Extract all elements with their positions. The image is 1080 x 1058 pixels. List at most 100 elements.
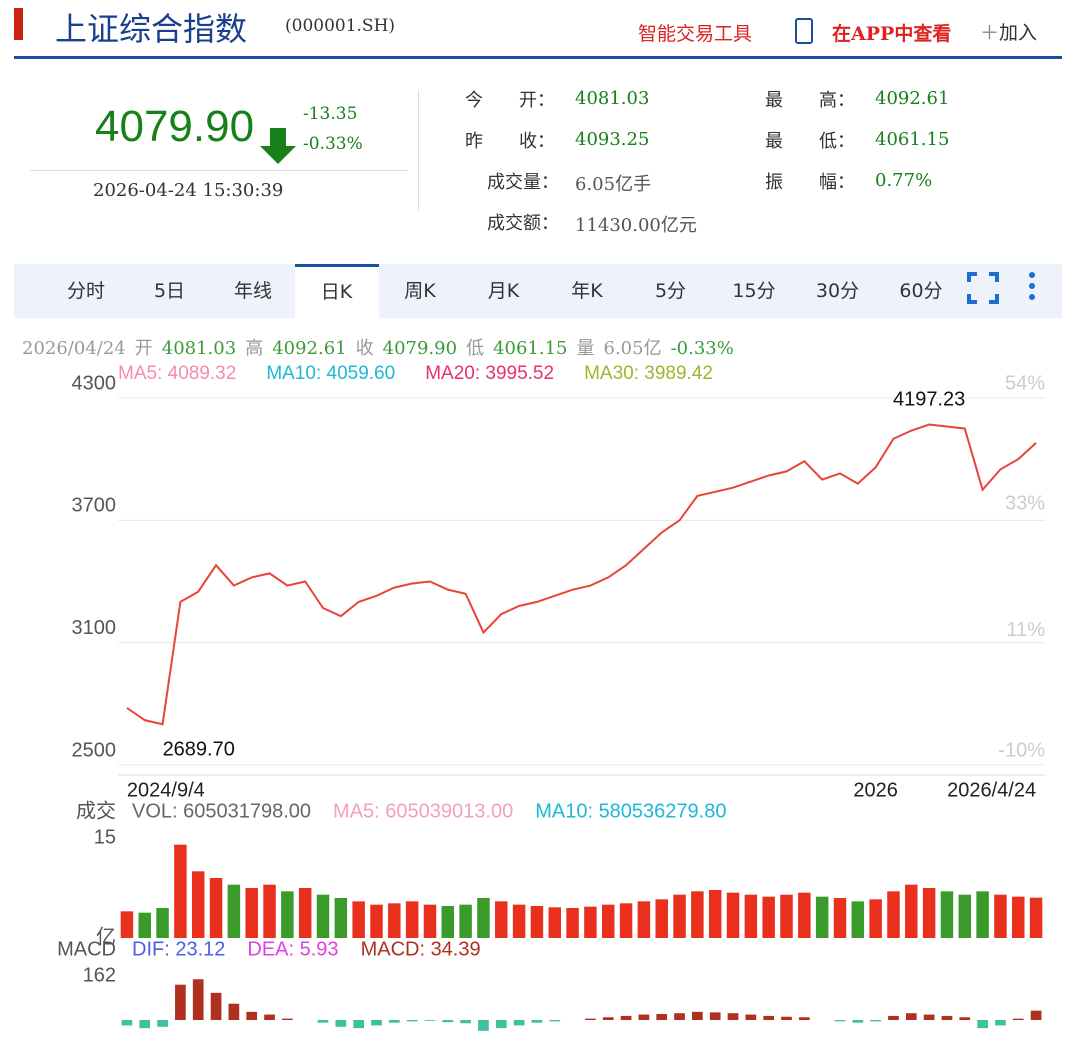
volume-bar bbox=[405, 901, 419, 938]
macd-bar bbox=[763, 1015, 775, 1020]
macd-bar bbox=[353, 1020, 365, 1029]
info-item: 2026/04/24 bbox=[22, 338, 126, 359]
tab[interactable]: 周K bbox=[404, 280, 436, 302]
macd-bar bbox=[620, 1015, 632, 1020]
stat-value: 4092.61 bbox=[875, 88, 950, 109]
volume-bar bbox=[673, 894, 686, 938]
code: (000001.SH) bbox=[285, 16, 396, 36]
volume-bar bbox=[263, 884, 276, 938]
panel-legend: MACD: 34.39 bbox=[361, 938, 481, 960]
macd-bar bbox=[210, 992, 222, 1020]
info-item: 开 bbox=[134, 338, 153, 359]
volume-bar bbox=[905, 884, 918, 938]
stat-value: 4061.15 bbox=[875, 129, 950, 150]
macd-bar bbox=[388, 1020, 400, 1023]
tab[interactable]: 60分 bbox=[899, 280, 943, 302]
stat-label: 今 开： bbox=[465, 90, 555, 111]
ma-item: MA20: 3995.52 bbox=[425, 363, 555, 384]
volume-bar bbox=[726, 892, 740, 938]
macd-bar bbox=[941, 1015, 953, 1020]
ma-item: MA10: 4059.60 bbox=[266, 363, 396, 384]
tool-link[interactable]: 智能交易工具 bbox=[638, 23, 753, 45]
macd-bar bbox=[870, 1020, 881, 1022]
info-item: 收 bbox=[355, 338, 374, 359]
title: 上证综合指数 bbox=[55, 10, 248, 48]
volume-bar bbox=[245, 888, 258, 938]
volume-bar bbox=[619, 903, 633, 938]
panel-legend: DIF: 23.12 bbox=[132, 938, 225, 960]
vsep bbox=[418, 90, 419, 210]
macd-bar bbox=[442, 1020, 454, 1023]
volume-bar bbox=[869, 899, 882, 938]
volume-bar bbox=[691, 891, 704, 938]
panel-legend: DEA: 5.93 bbox=[247, 938, 338, 960]
volume-bar bbox=[637, 901, 651, 938]
add-link[interactable]: ＋加入 bbox=[980, 22, 1038, 44]
stat-value: 0.77% bbox=[875, 170, 933, 191]
macd-bar bbox=[852, 1020, 864, 1023]
tab[interactable]: 15分 bbox=[732, 280, 776, 302]
info-item: 4092.61 bbox=[272, 338, 347, 359]
volume-bar bbox=[744, 894, 758, 938]
volume-bar bbox=[334, 898, 348, 938]
stat-label: 成交量： bbox=[487, 172, 559, 193]
macd-bar bbox=[674, 1013, 685, 1020]
tab[interactable]: 日K bbox=[294, 264, 379, 320]
volume-bar bbox=[495, 901, 508, 938]
macd-bar bbox=[246, 1011, 258, 1020]
macd-bar bbox=[727, 1013, 739, 1020]
volume-bar bbox=[370, 904, 383, 938]
tab-icons[interactable] bbox=[965, 270, 1045, 310]
tab[interactable]: 年线 bbox=[233, 280, 272, 302]
info-line: 2026/04/24 开 4081.03 高 4092.61 收 4079.90 低 4061.… bbox=[22, 334, 743, 360]
macd-bar bbox=[709, 1012, 721, 1020]
macd-bar bbox=[602, 1017, 614, 1020]
macd-bar bbox=[834, 1020, 846, 1022]
macd-bar bbox=[371, 1020, 382, 1026]
panel-label: MACD bbox=[57, 938, 116, 960]
app-link[interactable]: 在APP中查看 bbox=[832, 23, 952, 45]
volume-bar bbox=[708, 890, 722, 938]
macd-bar bbox=[1012, 1018, 1024, 1020]
volume-bar bbox=[922, 888, 936, 938]
info-item: 4081.03 bbox=[161, 338, 237, 359]
volume-bar bbox=[548, 907, 561, 938]
y-tick-label: 162 bbox=[83, 964, 116, 986]
annotation: 2689.70 bbox=[163, 739, 235, 761]
volume-bar bbox=[174, 844, 187, 938]
macd-bar bbox=[460, 1020, 471, 1024]
volume-bar bbox=[530, 906, 544, 938]
macd-bar bbox=[638, 1014, 650, 1020]
tab[interactable]: 月K bbox=[487, 280, 520, 302]
macd-bar bbox=[549, 1020, 561, 1022]
tab[interactable]: 分时 bbox=[66, 280, 105, 302]
volume-bar bbox=[833, 898, 847, 938]
tab[interactable]: 年K bbox=[571, 280, 603, 302]
volume-bar bbox=[994, 894, 1007, 938]
y-tick-label: 亿 bbox=[96, 925, 116, 948]
info-item: 4061.15 bbox=[493, 338, 568, 359]
macd-bar bbox=[995, 1020, 1006, 1026]
volume-bar bbox=[887, 891, 900, 938]
x-tick-label: 2026 bbox=[853, 779, 898, 801]
annotation: 4197.23 bbox=[893, 388, 965, 410]
ma-item: MA5: 4089.32 bbox=[118, 363, 237, 384]
y-tick-label: 3700 bbox=[72, 495, 117, 517]
price: 4079.90 bbox=[95, 102, 255, 151]
tab[interactable]: 5日 bbox=[153, 280, 186, 302]
tab[interactable]: 5分 bbox=[654, 280, 687, 302]
macd-bar bbox=[745, 1014, 757, 1020]
time: 2026-04-24 15:30:39 bbox=[93, 180, 284, 201]
volume-bar bbox=[191, 871, 205, 938]
macd-bar bbox=[282, 1018, 293, 1020]
volume-bar bbox=[851, 901, 865, 938]
volume-bar bbox=[227, 884, 241, 938]
volume-bar bbox=[298, 888, 312, 938]
macd-bar bbox=[495, 1020, 507, 1029]
macd-bar bbox=[1030, 1010, 1042, 1020]
tab[interactable]: 30分 bbox=[815, 280, 860, 302]
volume-bar bbox=[459, 904, 472, 938]
macd-bar bbox=[977, 1020, 988, 1029]
info-item: -0.33% bbox=[670, 338, 734, 359]
macd-bar bbox=[531, 1020, 543, 1023]
